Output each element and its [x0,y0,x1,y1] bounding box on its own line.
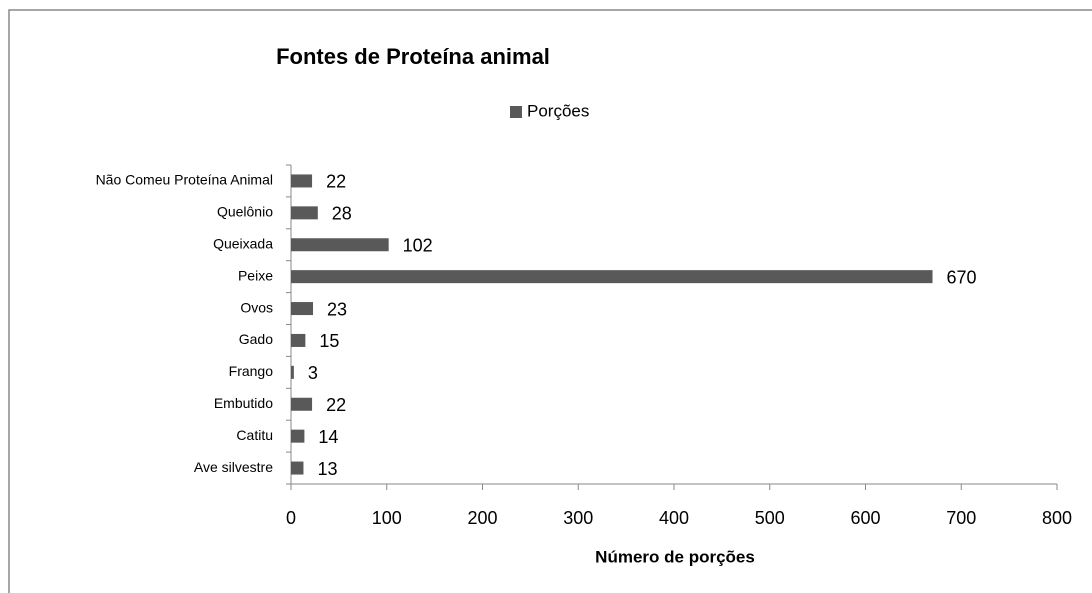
y-tick-label: Ovos [240,299,273,315]
x-tick-label: 400 [659,508,689,528]
value-label: 102 [403,236,433,256]
value-label: 23 [327,299,347,319]
y-tick-label: Não Comeu Proteína Animal [96,172,273,188]
x-axis-title: Número de porções [595,547,755,566]
value-label: 22 [326,395,346,415]
y-tick-label: Quelônio [217,204,273,220]
x-tick-label: 0 [286,508,296,528]
y-tick-label: Frango [229,363,274,379]
bar [291,302,314,316]
y-tick-label: Ave silvestre [194,459,273,475]
value-label: 28 [332,204,352,224]
chart-frame [8,9,1092,593]
bar [291,365,294,379]
value-label: 670 [947,267,977,287]
y-tick-label: Peixe [238,267,273,283]
y-tick-label: Gado [239,331,273,347]
value-label: 13 [317,459,337,479]
bar [291,206,318,220]
bar [291,270,933,284]
x-tick-label: 700 [946,508,976,528]
x-tick-label: 800 [1042,508,1072,528]
value-label: 15 [319,331,339,351]
x-tick-label: 100 [372,508,402,528]
bar [291,461,304,475]
value-label: 3 [308,363,318,383]
legend-label: Porções [527,101,589,120]
y-tick-label: Embutido [214,395,273,411]
value-label: 22 [326,172,346,192]
bar [291,333,306,347]
x-tick-label: 500 [755,508,785,528]
bar [291,397,313,411]
y-tick-label: Queixada [213,235,273,251]
chart-title: Fontes de Proteína animal [276,44,550,69]
bar [291,174,313,188]
x-tick-label: 300 [563,508,593,528]
x-tick-label: 600 [850,508,880,528]
x-tick-label: 200 [467,508,497,528]
bar [291,238,389,252]
y-tick-label: Catitu [236,427,273,443]
legend-swatch [510,106,522,118]
value-label: 14 [318,427,338,447]
bar [291,429,305,443]
